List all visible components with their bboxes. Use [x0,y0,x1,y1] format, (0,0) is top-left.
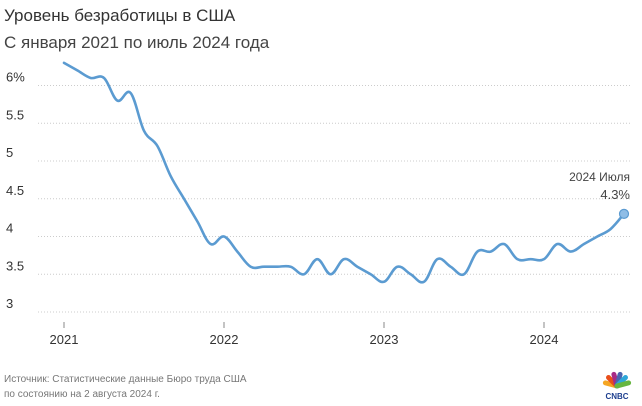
x-axis: 2021 2022 2023 2024 [50,322,559,347]
y-tick-label: 6% [6,70,25,85]
annotation-value: 4.3% [600,187,630,202]
y-tick-label: 3.5 [6,258,24,273]
x-tick-label: 2021 [50,332,79,347]
logo-feather [614,380,632,389]
y-tick-labels: 3 3.5 4 4.5 5 5.5 6% [6,70,25,312]
chart-title: Уровень безработицы в США [4,6,236,25]
cnbc-logo: CNBC [602,371,632,401]
y-tick-label: 5.5 [6,107,24,122]
y-tick-label: 4 [6,221,13,236]
source-line-2: по состоянию на 2 августа 2024 г. [4,389,160,400]
chart-subtitle: С января 2021 по июль 2024 года [4,33,270,52]
series-line-unemployment [62,61,626,284]
source-line-1: Источник: Статистические данные Бюро тру… [4,374,247,385]
y-tick-label: 4.5 [6,183,24,198]
grid-layer [38,85,632,313]
series-layer [62,61,630,284]
annotation-layer: 2024 Июля 4.3% [569,170,630,202]
x-tick-label: 2023 [370,332,399,347]
cnbc-logo-text: CNBC [605,392,628,401]
source-note: Источник: Статистические данные Бюро тру… [4,372,247,402]
y-tick-label: 5 [6,145,13,160]
last-data-point [618,208,630,219]
x-tick-label: 2022 [210,332,239,347]
x-tick-label: 2024 [530,332,559,347]
y-tick-label: 3 [6,296,13,311]
annotation-date: 2024 Июля [569,170,630,184]
